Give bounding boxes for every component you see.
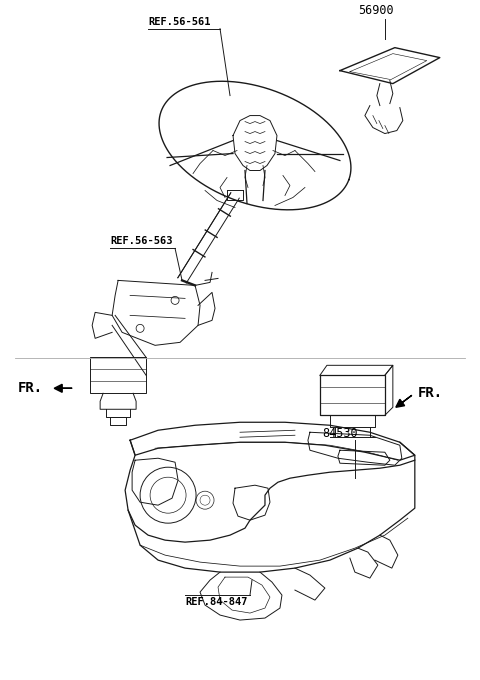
Text: 56900: 56900 [358, 3, 394, 17]
Text: FR.: FR. [418, 386, 443, 401]
Text: REF.56-563: REF.56-563 [110, 237, 173, 246]
Text: REF.84-847: REF.84-847 [185, 597, 248, 607]
Text: 84530: 84530 [322, 427, 358, 440]
Text: REF.56-561: REF.56-561 [148, 16, 211, 27]
FancyArrow shape [54, 384, 72, 392]
FancyArrow shape [396, 395, 412, 407]
Text: FR.: FR. [18, 381, 43, 395]
